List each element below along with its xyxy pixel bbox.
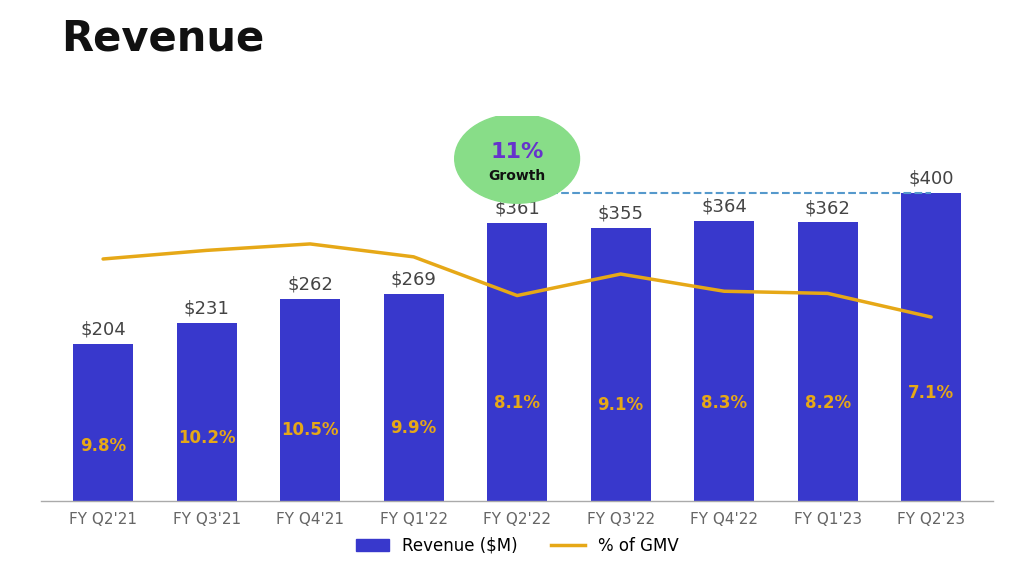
Bar [281,299,340,501]
Bar [487,223,547,501]
Bar [384,294,443,501]
Text: 10.2%: 10.2% [178,430,236,448]
Text: $364: $364 [701,197,748,215]
Ellipse shape [455,114,580,203]
Bar [73,344,133,501]
Bar [591,228,650,501]
Text: Revenue: Revenue [61,17,264,59]
Bar [176,323,237,501]
Text: 9.9%: 9.9% [390,419,436,437]
Text: $204: $204 [80,321,126,338]
Text: $361: $361 [495,200,540,218]
Text: 9.8%: 9.8% [80,436,126,455]
Text: Growth: Growth [488,169,546,183]
Text: $355: $355 [598,204,644,222]
Legend: Revenue ($M), % of GMV: Revenue ($M), % of GMV [349,530,685,561]
Text: 11%: 11% [490,142,544,162]
Text: 8.2%: 8.2% [805,394,851,412]
Text: $262: $262 [287,276,333,294]
Text: 8.1%: 8.1% [495,395,540,413]
Text: $362: $362 [805,199,851,217]
Bar [798,222,858,501]
Bar [694,221,754,501]
Text: $269: $269 [391,271,436,289]
Text: 9.1%: 9.1% [598,396,644,414]
Text: $231: $231 [183,300,229,318]
Text: 7.1%: 7.1% [908,384,954,402]
Text: $400: $400 [908,170,954,188]
Text: 10.5%: 10.5% [282,421,339,439]
Text: 8.3%: 8.3% [701,393,748,411]
Bar [901,193,962,501]
